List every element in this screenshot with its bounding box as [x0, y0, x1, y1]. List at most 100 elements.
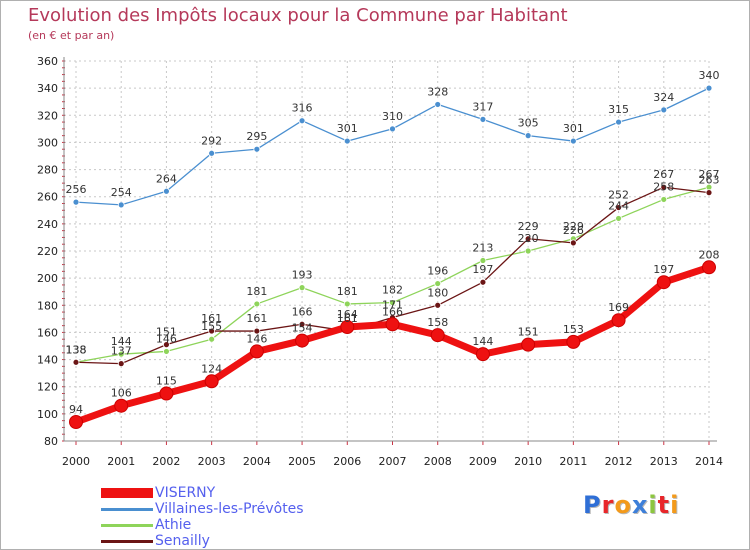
x-tick-label: 2010: [514, 455, 542, 468]
data-label: 180: [427, 286, 448, 299]
data-point: [117, 360, 125, 368]
y-tick-label: 140: [37, 354, 58, 367]
x-tick-label: 2014: [695, 455, 723, 468]
data-point: [389, 125, 396, 133]
logo-letter: i: [648, 491, 658, 519]
data-label: 226: [563, 224, 584, 237]
data-point: [72, 358, 80, 366]
data-label: 161: [337, 312, 358, 325]
data-label: 151: [156, 326, 177, 339]
legend-label: Villaines-les-Prévôtes: [155, 501, 304, 517]
data-point: [479, 257, 487, 264]
data-point: [114, 398, 129, 413]
legend-label: Athie: [155, 517, 192, 533]
y-tick-label: 200: [37, 272, 58, 285]
data-point: [208, 327, 216, 335]
data-point: [615, 215, 622, 222]
data-label: 267: [653, 168, 674, 181]
logo-letter: o: [614, 491, 632, 519]
logo-letter: t: [657, 491, 671, 519]
data-label: 267: [699, 168, 720, 181]
data-label: 115: [156, 375, 177, 388]
data-label: 244: [608, 199, 629, 212]
data-label: 213: [472, 242, 493, 255]
data-point: [253, 327, 261, 335]
data-label: 292: [201, 134, 222, 147]
data-point: [615, 118, 622, 126]
data-point: [208, 335, 216, 343]
data-label: 169: [608, 301, 629, 314]
y-tick-label: 220: [37, 245, 58, 258]
x-tick-label: 2007: [379, 455, 407, 468]
y-tick-label: 360: [37, 55, 58, 68]
data-label: 328: [427, 85, 448, 98]
data-point: [569, 239, 577, 247]
data-point: [702, 260, 716, 275]
data-label: 124: [201, 362, 222, 375]
data-point: [434, 101, 442, 108]
data-point: [298, 320, 306, 328]
data-label: 324: [653, 91, 674, 104]
data-point: [253, 300, 261, 308]
data-point: [253, 145, 261, 153]
data-point: [340, 320, 355, 334]
data-point: [434, 280, 442, 287]
data-label: 171: [382, 299, 403, 312]
data-point: [298, 284, 306, 292]
y-tick-label: 260: [37, 191, 58, 204]
data-point: [615, 204, 622, 211]
y-tick-label: 160: [37, 326, 58, 339]
data-point: [295, 333, 310, 348]
data-label: 295: [246, 130, 267, 143]
data-label: 197: [472, 263, 493, 276]
data-label: 146: [246, 332, 267, 345]
data-label: 138: [66, 343, 87, 356]
data-label: 155: [201, 320, 222, 333]
data-point: [524, 247, 532, 255]
data-label: 106: [111, 387, 132, 400]
logo-letter: i: [670, 491, 680, 519]
data-point: [249, 344, 264, 359]
data-label: 153: [563, 323, 584, 336]
data-point: [660, 196, 668, 203]
y-tick-label: 80: [44, 435, 58, 448]
data-label: 158: [427, 316, 448, 329]
data-label: 256: [66, 183, 87, 196]
data-label: 317: [472, 100, 493, 113]
data-point: [524, 235, 532, 243]
x-tick-label: 2009: [469, 455, 497, 468]
data-label: 144: [472, 335, 493, 348]
data-point: [434, 301, 442, 309]
logo-letter: P: [583, 491, 602, 519]
data-label: 340: [699, 69, 720, 82]
data-point: [521, 337, 536, 352]
data-point: [430, 328, 445, 343]
x-tick-label: 2003: [198, 455, 226, 468]
x-tick-label: 2005: [288, 455, 316, 468]
x-tick-label: 2000: [62, 455, 90, 468]
legend-swatch: [101, 540, 153, 543]
data-label: 310: [382, 110, 403, 123]
x-tick-label: 2013: [650, 455, 678, 468]
data-point: [117, 350, 125, 358]
data-point: [611, 313, 626, 328]
data-label: 254: [111, 186, 132, 199]
data-label: 197: [653, 263, 674, 276]
data-point: [656, 275, 671, 290]
x-tick-label: 2012: [605, 455, 633, 468]
logo-letter: r: [601, 491, 615, 519]
data-point: [72, 198, 80, 206]
data-point: [524, 132, 532, 140]
y-tick-label: 340: [37, 82, 58, 95]
data-point: [660, 106, 668, 114]
legend-label: VISERNY: [155, 485, 216, 501]
data-label: 315: [608, 103, 629, 116]
y-tick-label: 280: [37, 164, 58, 177]
data-label: 146: [156, 332, 177, 345]
data-point: [298, 117, 306, 125]
data-point: [69, 415, 83, 429]
data-point: [705, 189, 713, 197]
y-tick-label: 180: [37, 299, 58, 312]
data-point: [660, 183, 668, 191]
